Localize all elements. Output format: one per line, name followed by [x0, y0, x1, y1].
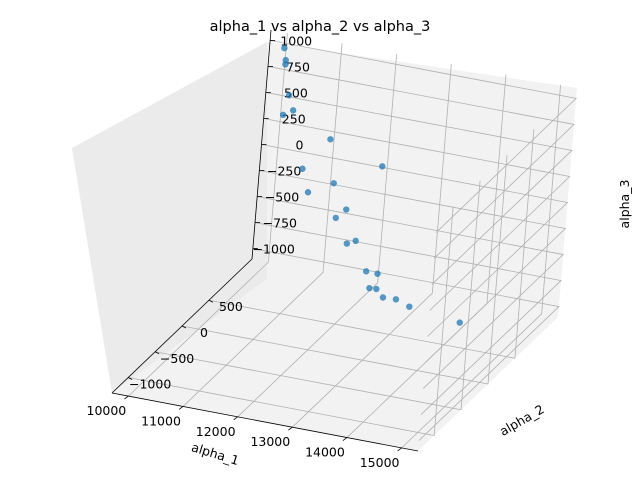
- y-tick-mark: [208, 299, 214, 303]
- z-tick-label: −500: [265, 190, 299, 205]
- data-point: [366, 284, 373, 292]
- x-tick-mark: [342, 437, 348, 441]
- data-points: [279, 44, 463, 326]
- data-point: [289, 107, 297, 114]
- y-tick-mark: [181, 325, 187, 329]
- data-point: [379, 294, 387, 301]
- x-tick-mark: [233, 416, 238, 421]
- chart-title: alpha_1 vs alpha_2 vs alpha_3: [210, 19, 431, 35]
- y-tick-label: 0: [200, 325, 208, 340]
- left-pane: [72, 42, 267, 393]
- x-tick-mark: [397, 447, 402, 452]
- back-pane: [267, 42, 577, 317]
- x-axis-line: [111, 392, 419, 452]
- y-grid-line: [181, 154, 508, 385]
- data-point: [374, 270, 381, 277]
- x-tick-label: 15000: [360, 455, 400, 470]
- z-tick-label: 250: [282, 111, 306, 126]
- y-grid-line: [128, 206, 454, 437]
- y-axis-label: alpha_2: [497, 401, 547, 438]
- data-point: [332, 214, 339, 222]
- y-tick-mark: [154, 351, 160, 355]
- y-grid-line: [208, 129, 535, 359]
- z-tick-label: 0: [296, 138, 304, 153]
- z-grid-line: [263, 118, 571, 311]
- z-grid-line: [261, 144, 569, 337]
- y-tick-mark: [127, 377, 133, 380]
- z-tick-label: −1000: [253, 242, 295, 257]
- data-point: [330, 180, 337, 187]
- floor-pane: [112, 279, 558, 451]
- z-tick-label: −250: [267, 164, 301, 179]
- data-point: [279, 111, 287, 119]
- x-tick-label: 13000: [250, 434, 290, 449]
- x-grid-line: [128, 33, 288, 397]
- data-point: [281, 44, 288, 52]
- data-point: [299, 165, 306, 172]
- data-point: [406, 303, 413, 310]
- z-tick-label: 1000: [280, 33, 312, 48]
- x-tick-label: 14000: [305, 445, 345, 460]
- x-grid-line: [401, 84, 562, 449]
- data-point: [343, 206, 350, 213]
- z-tick-label: −750: [263, 216, 297, 231]
- z-tick-label: 750: [286, 59, 310, 74]
- x-grid-line: [182, 43, 343, 407]
- x-tick-label: 12000: [196, 424, 236, 439]
- x-axis-label: alpha_1: [190, 439, 241, 468]
- z-axis-label: alpha_3: [617, 180, 632, 229]
- y-tick-label: 500: [219, 299, 243, 314]
- x-tick-label: 11000: [141, 413, 181, 428]
- data-point: [392, 296, 400, 303]
- x-tick-mark: [124, 395, 129, 400]
- y-tick-label: −500: [160, 351, 194, 366]
- z-grid-line: [267, 66, 575, 259]
- data-point: [379, 163, 386, 170]
- axes: 100001100012000130001400015000−1000−5000…: [87, 29, 419, 470]
- z-grid-line: [259, 170, 567, 363]
- x-grid-line: [292, 64, 452, 428]
- data-point: [352, 237, 359, 245]
- z-grid-line: [257, 196, 565, 389]
- data-point: [362, 268, 370, 275]
- x-tick-mark: [178, 406, 184, 410]
- x-grid-line: [237, 53, 398, 418]
- data-point: [456, 319, 463, 326]
- z-grid-line: [252, 248, 560, 441]
- grid-lines: [128, 33, 577, 449]
- z-grid-line: [265, 92, 573, 285]
- data-point: [285, 92, 293, 99]
- data-point: [343, 240, 351, 247]
- y-grid-line: [155, 180, 481, 411]
- data-point: [282, 61, 289, 68]
- x-tick-mark: [288, 426, 293, 431]
- data-point: [304, 189, 312, 196]
- x-tick-label: 10000: [87, 403, 127, 418]
- z-grid-line: [270, 40, 577, 233]
- data-point: [327, 136, 334, 143]
- y-tick-label: −1000: [129, 377, 171, 392]
- data-point: [373, 285, 380, 293]
